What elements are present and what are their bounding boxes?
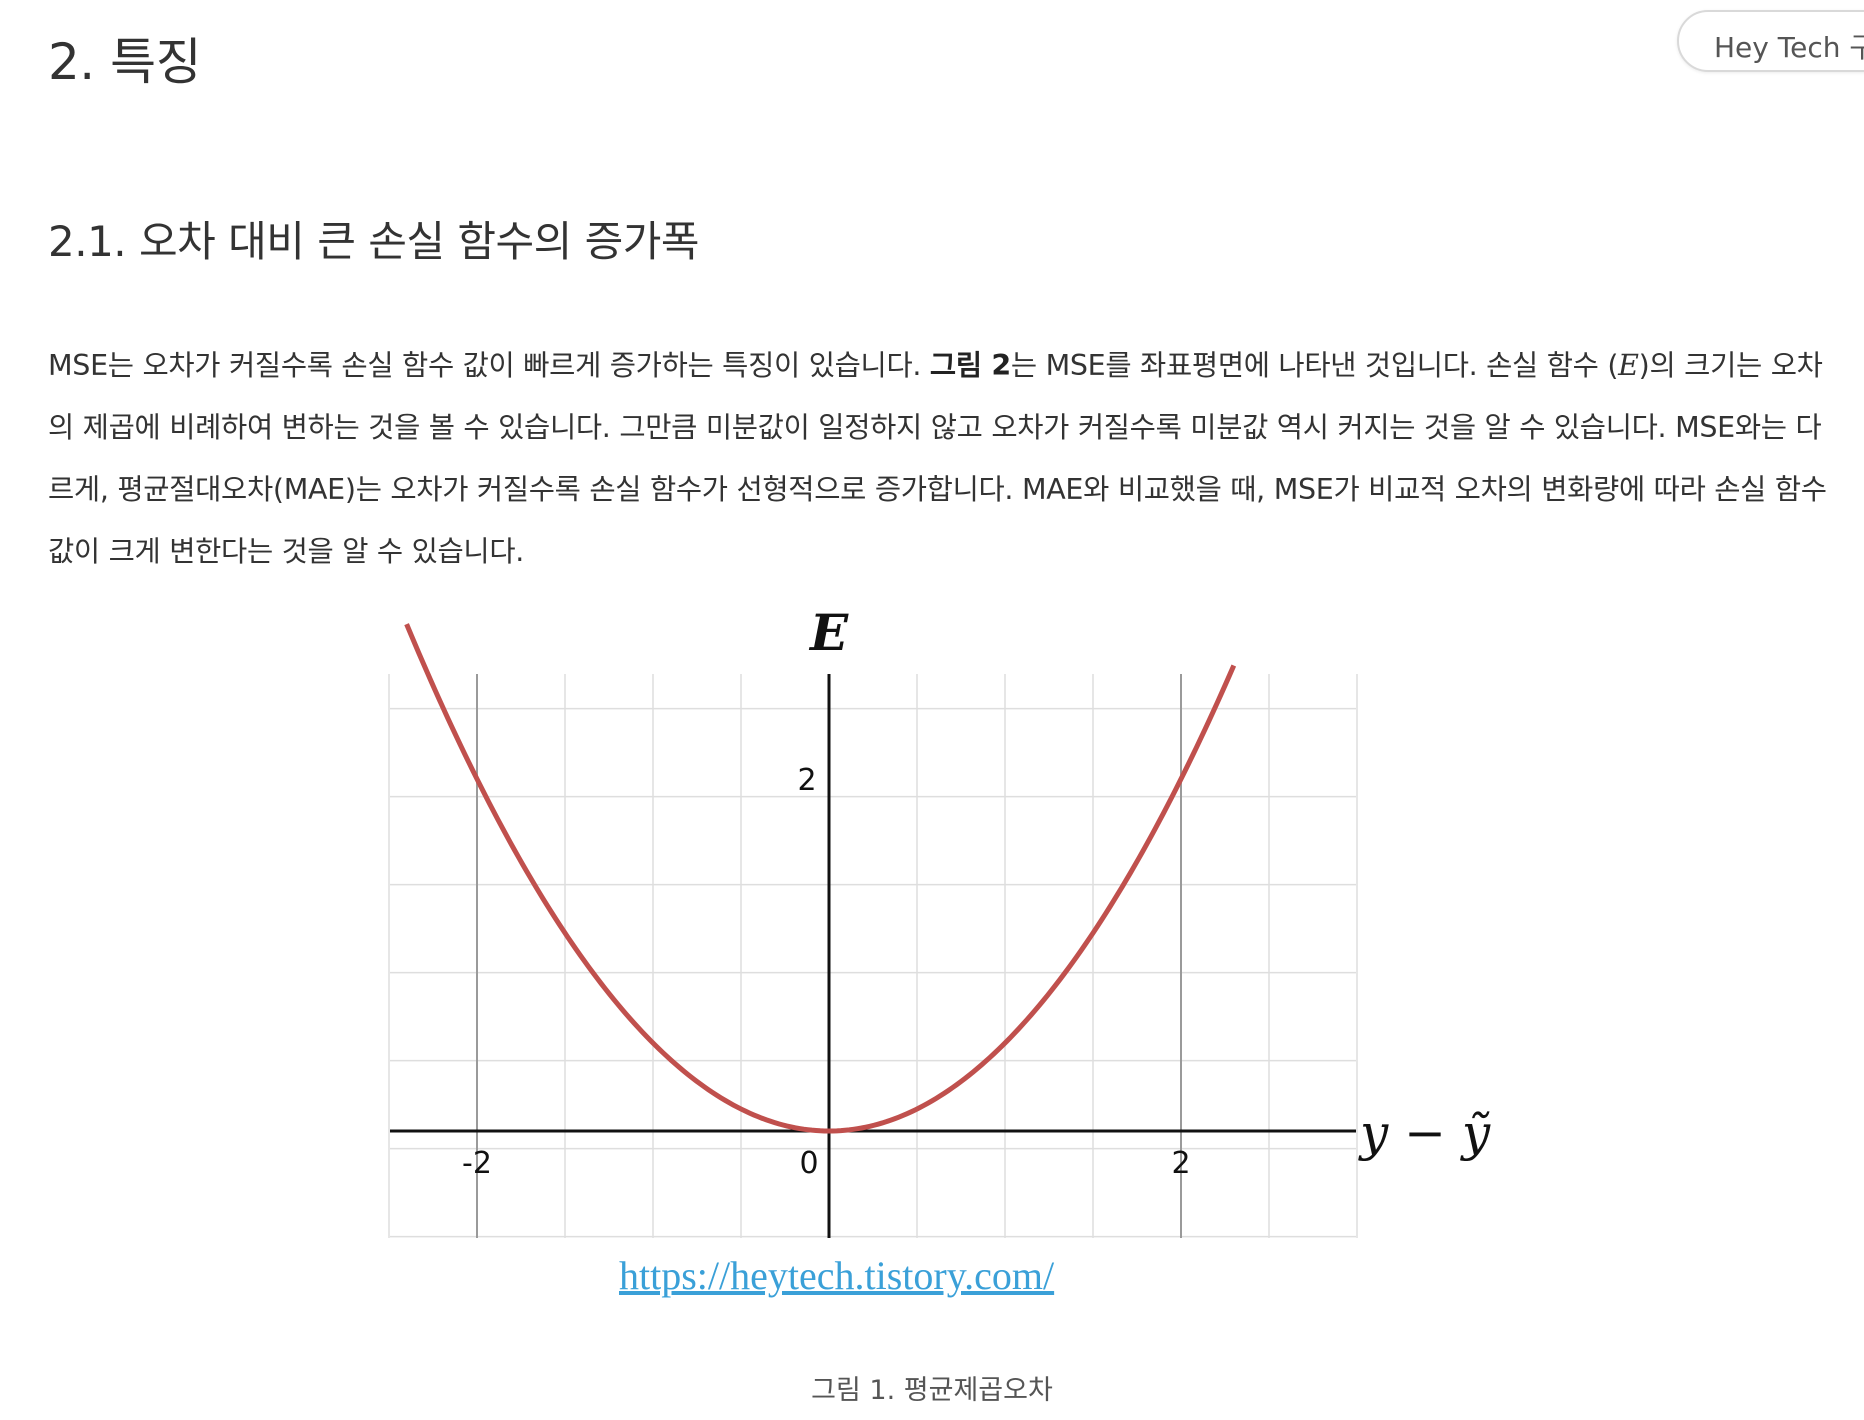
paragraph-sentence-1: MSE는 오차가 커질수록 손실 함수 값이 빠르게 증가하는 특징이 있습니다… xyxy=(48,349,930,382)
axes xyxy=(390,674,1356,1238)
figure-caption: 그림 1. 평균제곱오차 xyxy=(811,1375,1053,1406)
curve-layer xyxy=(404,623,1237,1134)
section-title: 2.1. 오차 대비 큰 손실 함수의 증가폭 xyxy=(48,217,700,266)
page-title: 2. 특징 xyxy=(48,33,202,91)
x-tick-label: -2 xyxy=(462,1146,492,1181)
x-axis-label: y − ỹ xyxy=(1358,1104,1491,1162)
y-tick-label: 2 xyxy=(797,763,816,798)
math-symbol-e: E xyxy=(1618,349,1639,382)
body-paragraph: MSE는 오차가 커질수록 손실 함수 값이 빠르게 증가하는 특징이 있습니다… xyxy=(48,335,1838,583)
x-tick-label: 2 xyxy=(1171,1146,1190,1181)
paragraph-sentence-2: 는 MSE를 좌표평면에 나타낸 것입니다. 손실 함수 ( xyxy=(1010,349,1619,382)
source-link[interactable]: https://heytech.tistory.com/ xyxy=(619,1253,1055,1298)
search-box-text: Hey Tech 구 xyxy=(1714,31,1864,64)
tick-labels: -2 0 2 2 xyxy=(462,763,1191,1181)
blog-search-box[interactable]: Hey Tech 구 xyxy=(1677,10,1864,72)
mse-curve xyxy=(404,623,1237,1134)
grid-minor xyxy=(388,674,1358,1238)
paragraph-sentence-3: )의 크기는 오차의 제곱에 비례하여 변하는 것을 볼 수 있습니다. 그만큼… xyxy=(48,349,1827,568)
x-tick-label: 0 xyxy=(799,1146,818,1181)
y-axis-label: E xyxy=(808,603,849,662)
grid-major xyxy=(476,674,1182,1238)
figure-reference: 그림 2 xyxy=(929,349,1011,382)
